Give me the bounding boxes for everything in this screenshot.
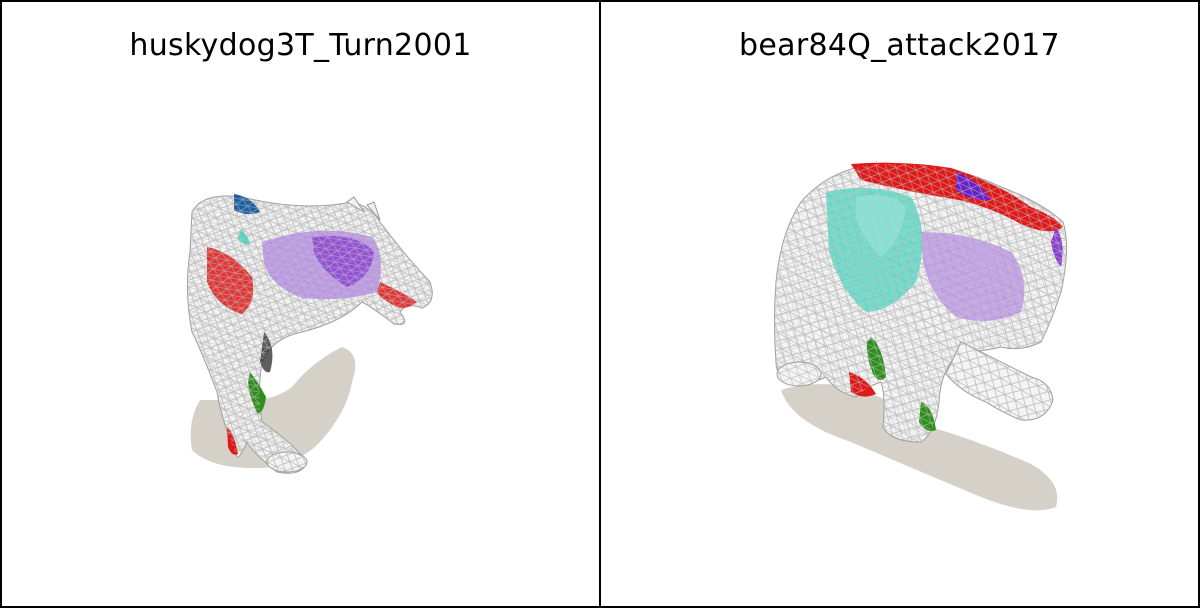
husky-render (186, 194, 433, 474)
panel-husky: huskydog3T_Turn2001 (0, 0, 600, 608)
panel-title-husky: huskydog3T_Turn2001 (129, 28, 472, 63)
panel-bear: bear84Q_attack2017 (599, 0, 1200, 608)
bear-render (774, 162, 1068, 511)
panel-title-bear: bear84Q_attack2017 (739, 28, 1060, 63)
husky-ear (346, 196, 365, 213)
bear-shadow (781, 384, 1058, 511)
